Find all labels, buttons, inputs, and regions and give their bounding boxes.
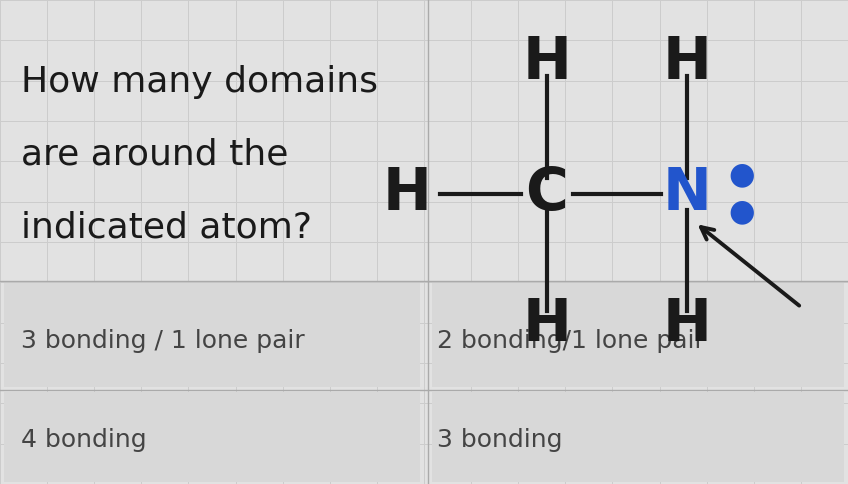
Text: 3 bonding: 3 bonding — [437, 428, 562, 453]
Text: indicated atom?: indicated atom? — [21, 211, 312, 244]
Text: H: H — [662, 296, 711, 353]
Text: H: H — [662, 34, 711, 91]
Text: H: H — [522, 34, 572, 91]
Bar — [4, 283, 420, 387]
Text: ●: ● — [728, 197, 756, 227]
Text: 2 bonding/1 lone pair: 2 bonding/1 lone pair — [437, 329, 705, 353]
Text: C: C — [526, 165, 568, 222]
Text: How many domains: How many domains — [21, 65, 378, 99]
Text: H: H — [382, 165, 432, 222]
Text: 4 bonding: 4 bonding — [21, 428, 147, 453]
Text: H: H — [522, 296, 572, 353]
Text: are around the: are around the — [21, 138, 288, 172]
Bar — [432, 283, 844, 387]
Text: 3 bonding / 1 lone pair: 3 bonding / 1 lone pair — [21, 329, 305, 353]
Bar — [432, 392, 844, 482]
Text: ●: ● — [728, 161, 756, 190]
Bar — [4, 392, 420, 482]
Text: N: N — [662, 165, 711, 222]
